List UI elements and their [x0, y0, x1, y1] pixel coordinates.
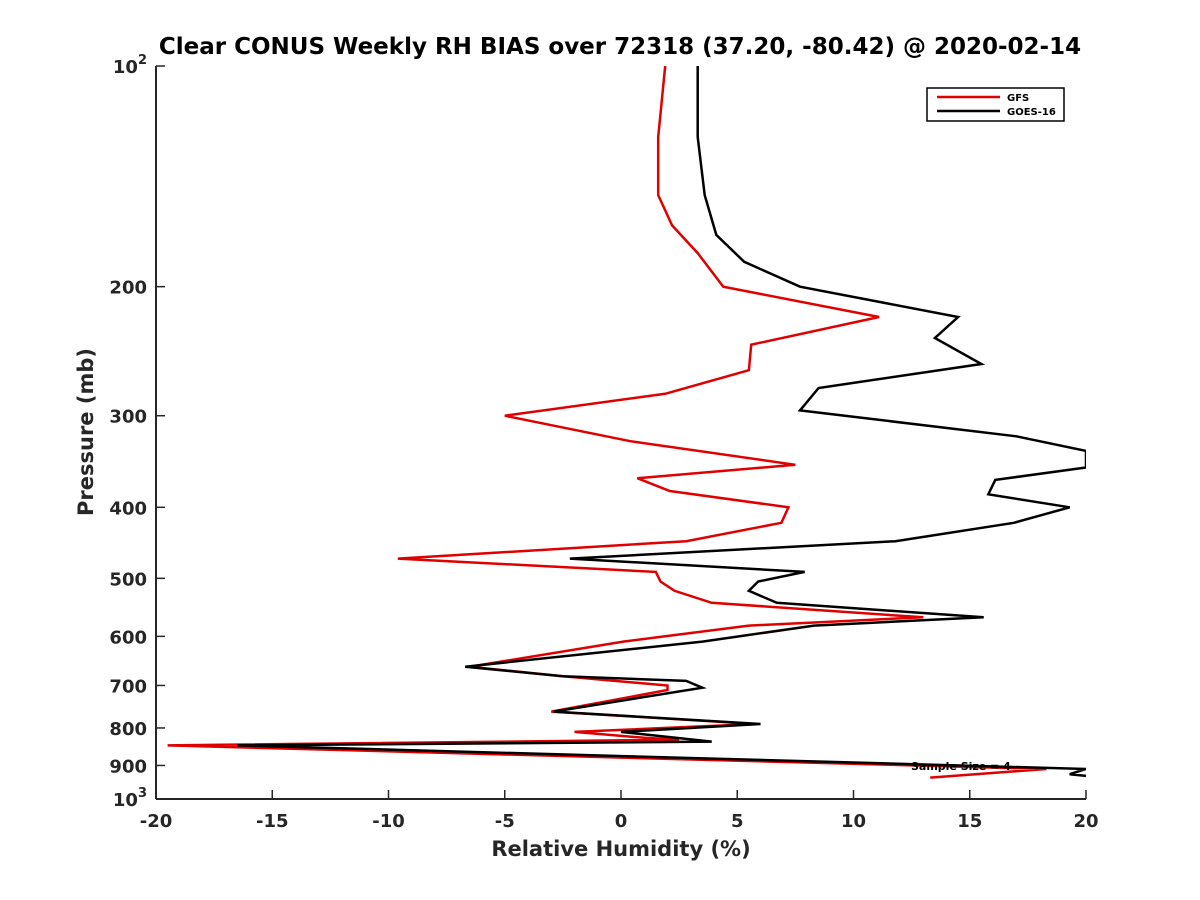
y-tick-label: 102 — [113, 53, 147, 78]
x-tick-label: -10 — [372, 811, 405, 832]
x-tick-label: 20 — [1073, 811, 1098, 832]
y-tick-label: 500 — [109, 569, 147, 590]
legend-label-gfs: GFS — [1007, 93, 1029, 104]
y-axis-label: Pressure (mb) — [74, 348, 98, 516]
plot-area: -20 -15 -10 -5 0 5 10 15 20 102 200 300 400 500 600 70… — [109, 53, 1098, 832]
y-ticks: 102 200 300 400 500 600 700 800 900 103 — [109, 53, 165, 811]
series-line-goes-16 — [237, 66, 1086, 778]
y-tick-label: 300 — [109, 407, 147, 428]
x-tick-label: 5 — [731, 811, 744, 832]
y-tick-label: 900 — [109, 756, 147, 777]
y-tick-label: 600 — [109, 627, 147, 648]
chart-title: Clear CONUS Weekly RH BIAS over 72318 (3… — [159, 34, 1081, 60]
x-axis-label: Relative Humidity (%) — [491, 837, 750, 861]
y-tick-label: 700 — [109, 676, 147, 697]
legend-label-goes-16: GOES-16 — [1007, 107, 1056, 118]
series-layer — [167, 66, 1086, 779]
x-tick-label: -15 — [256, 811, 289, 832]
y-tick-label: 103 — [113, 786, 147, 811]
x-tick-label: -20 — [140, 811, 173, 832]
y-tick-label: 800 — [109, 719, 147, 740]
x-tick-label: 10 — [841, 811, 866, 832]
legend: GFS GOES-16 — [926, 87, 1065, 122]
y-tick-label: 400 — [109, 498, 147, 519]
legend-box — [926, 87, 1065, 122]
x-ticks: -20 -15 -10 -5 0 5 10 15 20 — [140, 790, 1099, 832]
y-tick-label: 200 — [109, 278, 147, 299]
x-tick-label: -5 — [495, 811, 515, 832]
x-tick-label: 15 — [957, 811, 982, 832]
x-tick-label: 0 — [615, 811, 628, 832]
sample-size-annotation: Sample Size = 4 — [911, 760, 1011, 773]
